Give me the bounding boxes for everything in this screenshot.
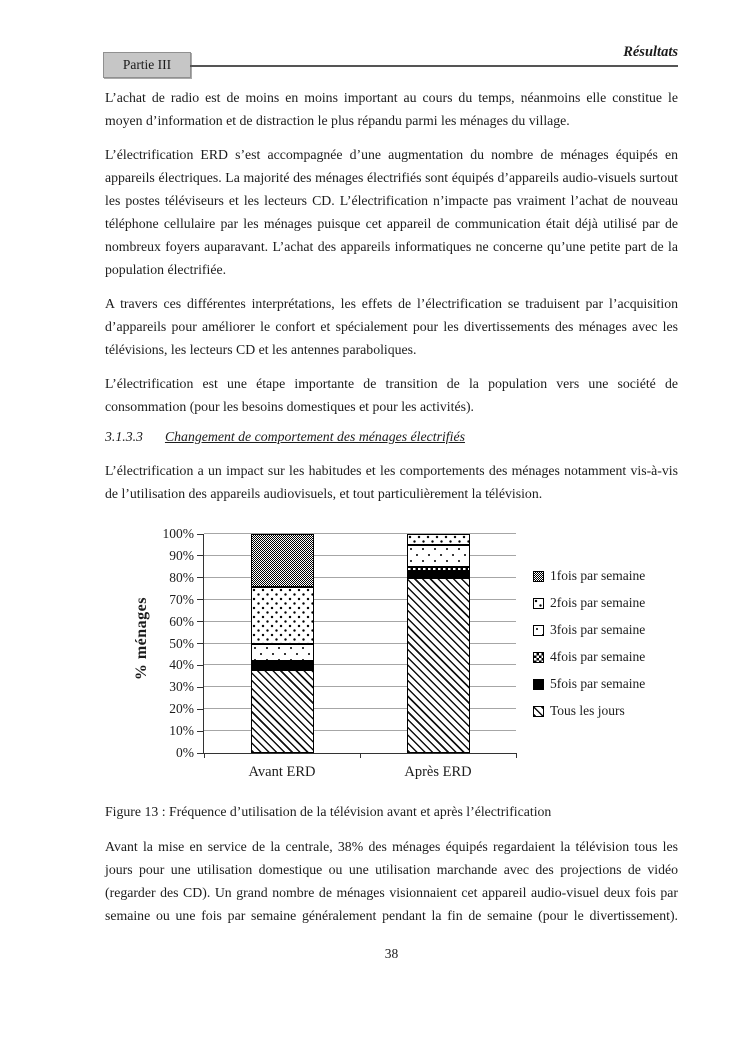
y-tick xyxy=(197,730,204,732)
y-tick-label: 30% xyxy=(169,679,194,695)
header-rule xyxy=(190,65,678,67)
bar-segment-cross-hatch xyxy=(250,534,314,587)
bar-après-erd xyxy=(406,534,470,753)
legend-label: 4fois par semaine xyxy=(550,649,646,664)
bar-segment-dots-diamond xyxy=(250,586,314,644)
paragraph-avant-mise-en-service: Avant la mise en service de la centrale,… xyxy=(105,839,678,923)
y-tick xyxy=(197,643,204,644)
legend-swatch-cross-hatch xyxy=(533,570,544,582)
y-gridline xyxy=(204,730,516,732)
figure-caption: Figure 13 : Fréquence d’utilisation de l… xyxy=(105,804,552,819)
y-tick xyxy=(197,664,204,666)
legend-label: 1fois par semaine xyxy=(550,568,646,583)
bar-segment-dots-diamond xyxy=(406,534,470,545)
paragraph-impact: L’électrification a un impact sur les ha… xyxy=(105,463,678,501)
bar-segment-diag-hatch xyxy=(250,669,314,753)
y-gridline xyxy=(204,620,516,622)
x-tick xyxy=(359,753,361,758)
y-tick-label: 60% xyxy=(169,613,194,629)
y-tick xyxy=(197,533,204,535)
plot-area: 0% 10% 20% 30% 40% 50% 60% 70% 80% 90% 100% Avant E… xyxy=(163,527,517,780)
y-tick-label: 40% xyxy=(169,657,194,673)
y-tick xyxy=(197,621,204,623)
paragraph-radio: L’achat de radio est de moins en moins i… xyxy=(105,90,678,128)
legend-item: 4fois par semaine xyxy=(533,649,645,665)
y-gridline xyxy=(204,576,516,578)
y-tick xyxy=(197,752,204,754)
x-category-label: Avant ERD xyxy=(248,764,316,780)
y-tick-label: 0% xyxy=(176,745,194,760)
paragraph-equipement: L’électrification ERD s’est accompagnée … xyxy=(105,147,678,277)
bar-segment-solid-black xyxy=(406,571,470,578)
paragraph-interpretations: A travers ces différentes interprétation… xyxy=(105,296,678,357)
x-tick xyxy=(515,753,517,758)
page-header: Partie III Résultats xyxy=(103,44,678,80)
legend-item: 3fois par semaine xyxy=(533,622,645,638)
y-tick xyxy=(197,577,204,579)
y-gridline xyxy=(204,554,516,556)
x-tick xyxy=(203,753,205,758)
part-label-box: Partie III xyxy=(103,52,191,78)
y-tick-label: 100% xyxy=(162,526,195,541)
part-label: Partie III xyxy=(122,57,172,72)
y-tick xyxy=(197,708,204,710)
y-tick-label: 50% xyxy=(169,635,194,651)
bar-segment-dots-sparse xyxy=(406,544,470,567)
bar-segment-dots-sparse xyxy=(250,643,314,662)
y-tick-label: 70% xyxy=(169,591,194,607)
y-gridline xyxy=(204,598,516,600)
y-tick-label: 80% xyxy=(169,569,194,585)
y-tick xyxy=(197,686,204,688)
legend-swatch-checker xyxy=(533,651,544,663)
y-tick-label: 10% xyxy=(169,723,194,739)
y-gridline xyxy=(204,533,516,534)
y-gridline xyxy=(204,642,516,644)
section-title: Changement de comportement des ménages é… xyxy=(164,429,465,444)
legend-item: Tous les jours xyxy=(533,703,645,719)
legend-swatch-diag-hatch xyxy=(533,705,544,717)
y-gridline xyxy=(204,686,516,688)
y-gridline xyxy=(204,708,516,710)
y-tick xyxy=(197,599,204,601)
y-tick-label: 20% xyxy=(169,701,194,717)
y-tick-label: 90% xyxy=(169,547,194,563)
chart-legend: 1fois par semaine 2fois par semaine 3fois … xyxy=(533,568,645,730)
legend-swatch-dots-diamond xyxy=(533,597,544,609)
legend-label: 3fois par semaine xyxy=(550,622,646,637)
y-gridline xyxy=(204,664,516,666)
legend-item: 5fois par semaine xyxy=(533,676,645,692)
legend-label: 5fois par semaine xyxy=(550,676,646,691)
bar-segment-solid-black xyxy=(250,661,314,670)
page-number: 38 xyxy=(384,946,399,961)
bar-avant-erd xyxy=(250,534,314,753)
legend-item: 2fois par semaine xyxy=(533,595,645,611)
bar-segment-diag-hatch xyxy=(406,577,470,753)
bar-segment-checker xyxy=(406,566,470,572)
legend-item: 1fois par semaine xyxy=(533,568,645,584)
legend-swatch-dots-sparse xyxy=(533,624,544,636)
y-tick xyxy=(197,555,204,557)
legend-swatch-solid-black xyxy=(533,678,544,690)
running-head: Résultats xyxy=(623,44,678,60)
x-category-label: Après ERD xyxy=(404,764,472,780)
section-number: 3.1.3.3 xyxy=(105,429,143,444)
legend-label: 2fois par semaine xyxy=(550,595,646,610)
paragraph-transition: L’électrification est une étape importan… xyxy=(105,376,678,414)
figure-13-chart: % ménages 0% 10% 20% 30% 40% 50% 60% 70% 80% 90% 1… xyxy=(105,516,678,786)
legend-label: Tous les jours xyxy=(550,703,625,718)
section-heading: 3.1.3.3 Changement de comportement des mé… xyxy=(105,429,678,445)
